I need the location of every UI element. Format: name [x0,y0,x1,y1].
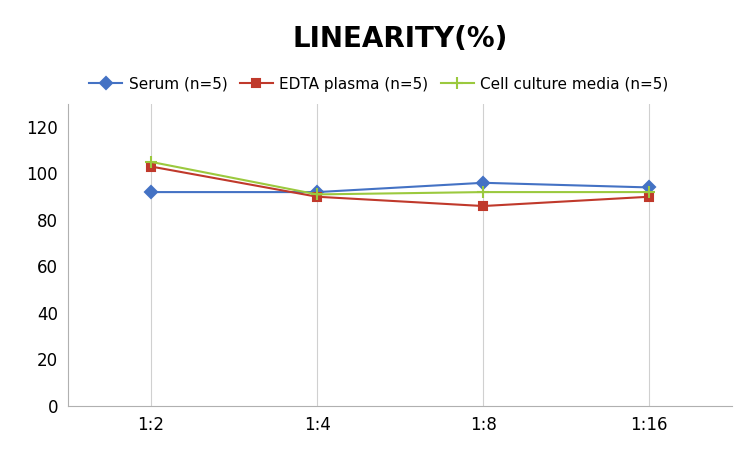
Serum (n=5) [479,180,488,185]
Text: LINEARITY(%): LINEARITY(%) [292,25,508,53]
Serum (n=5) [313,189,322,195]
EDTA plasma (n=5) [146,164,156,169]
EDTA plasma (n=5) [479,203,488,209]
Serum (n=5) [645,185,654,190]
Line: Cell culture media (n=5): Cell culture media (n=5) [145,156,655,201]
Legend: Serum (n=5), EDTA plasma (n=5), Cell culture media (n=5): Serum (n=5), EDTA plasma (n=5), Cell cul… [89,77,669,92]
Cell culture media (n=5) [645,189,654,195]
EDTA plasma (n=5) [313,194,322,199]
Cell culture media (n=5) [313,192,322,197]
Serum (n=5) [146,189,156,195]
Cell culture media (n=5) [479,189,488,195]
Line: EDTA plasma (n=5): EDTA plasma (n=5) [146,162,654,210]
EDTA plasma (n=5) [645,194,654,199]
Cell culture media (n=5) [146,159,156,165]
Line: Serum (n=5): Serum (n=5) [146,179,654,196]
